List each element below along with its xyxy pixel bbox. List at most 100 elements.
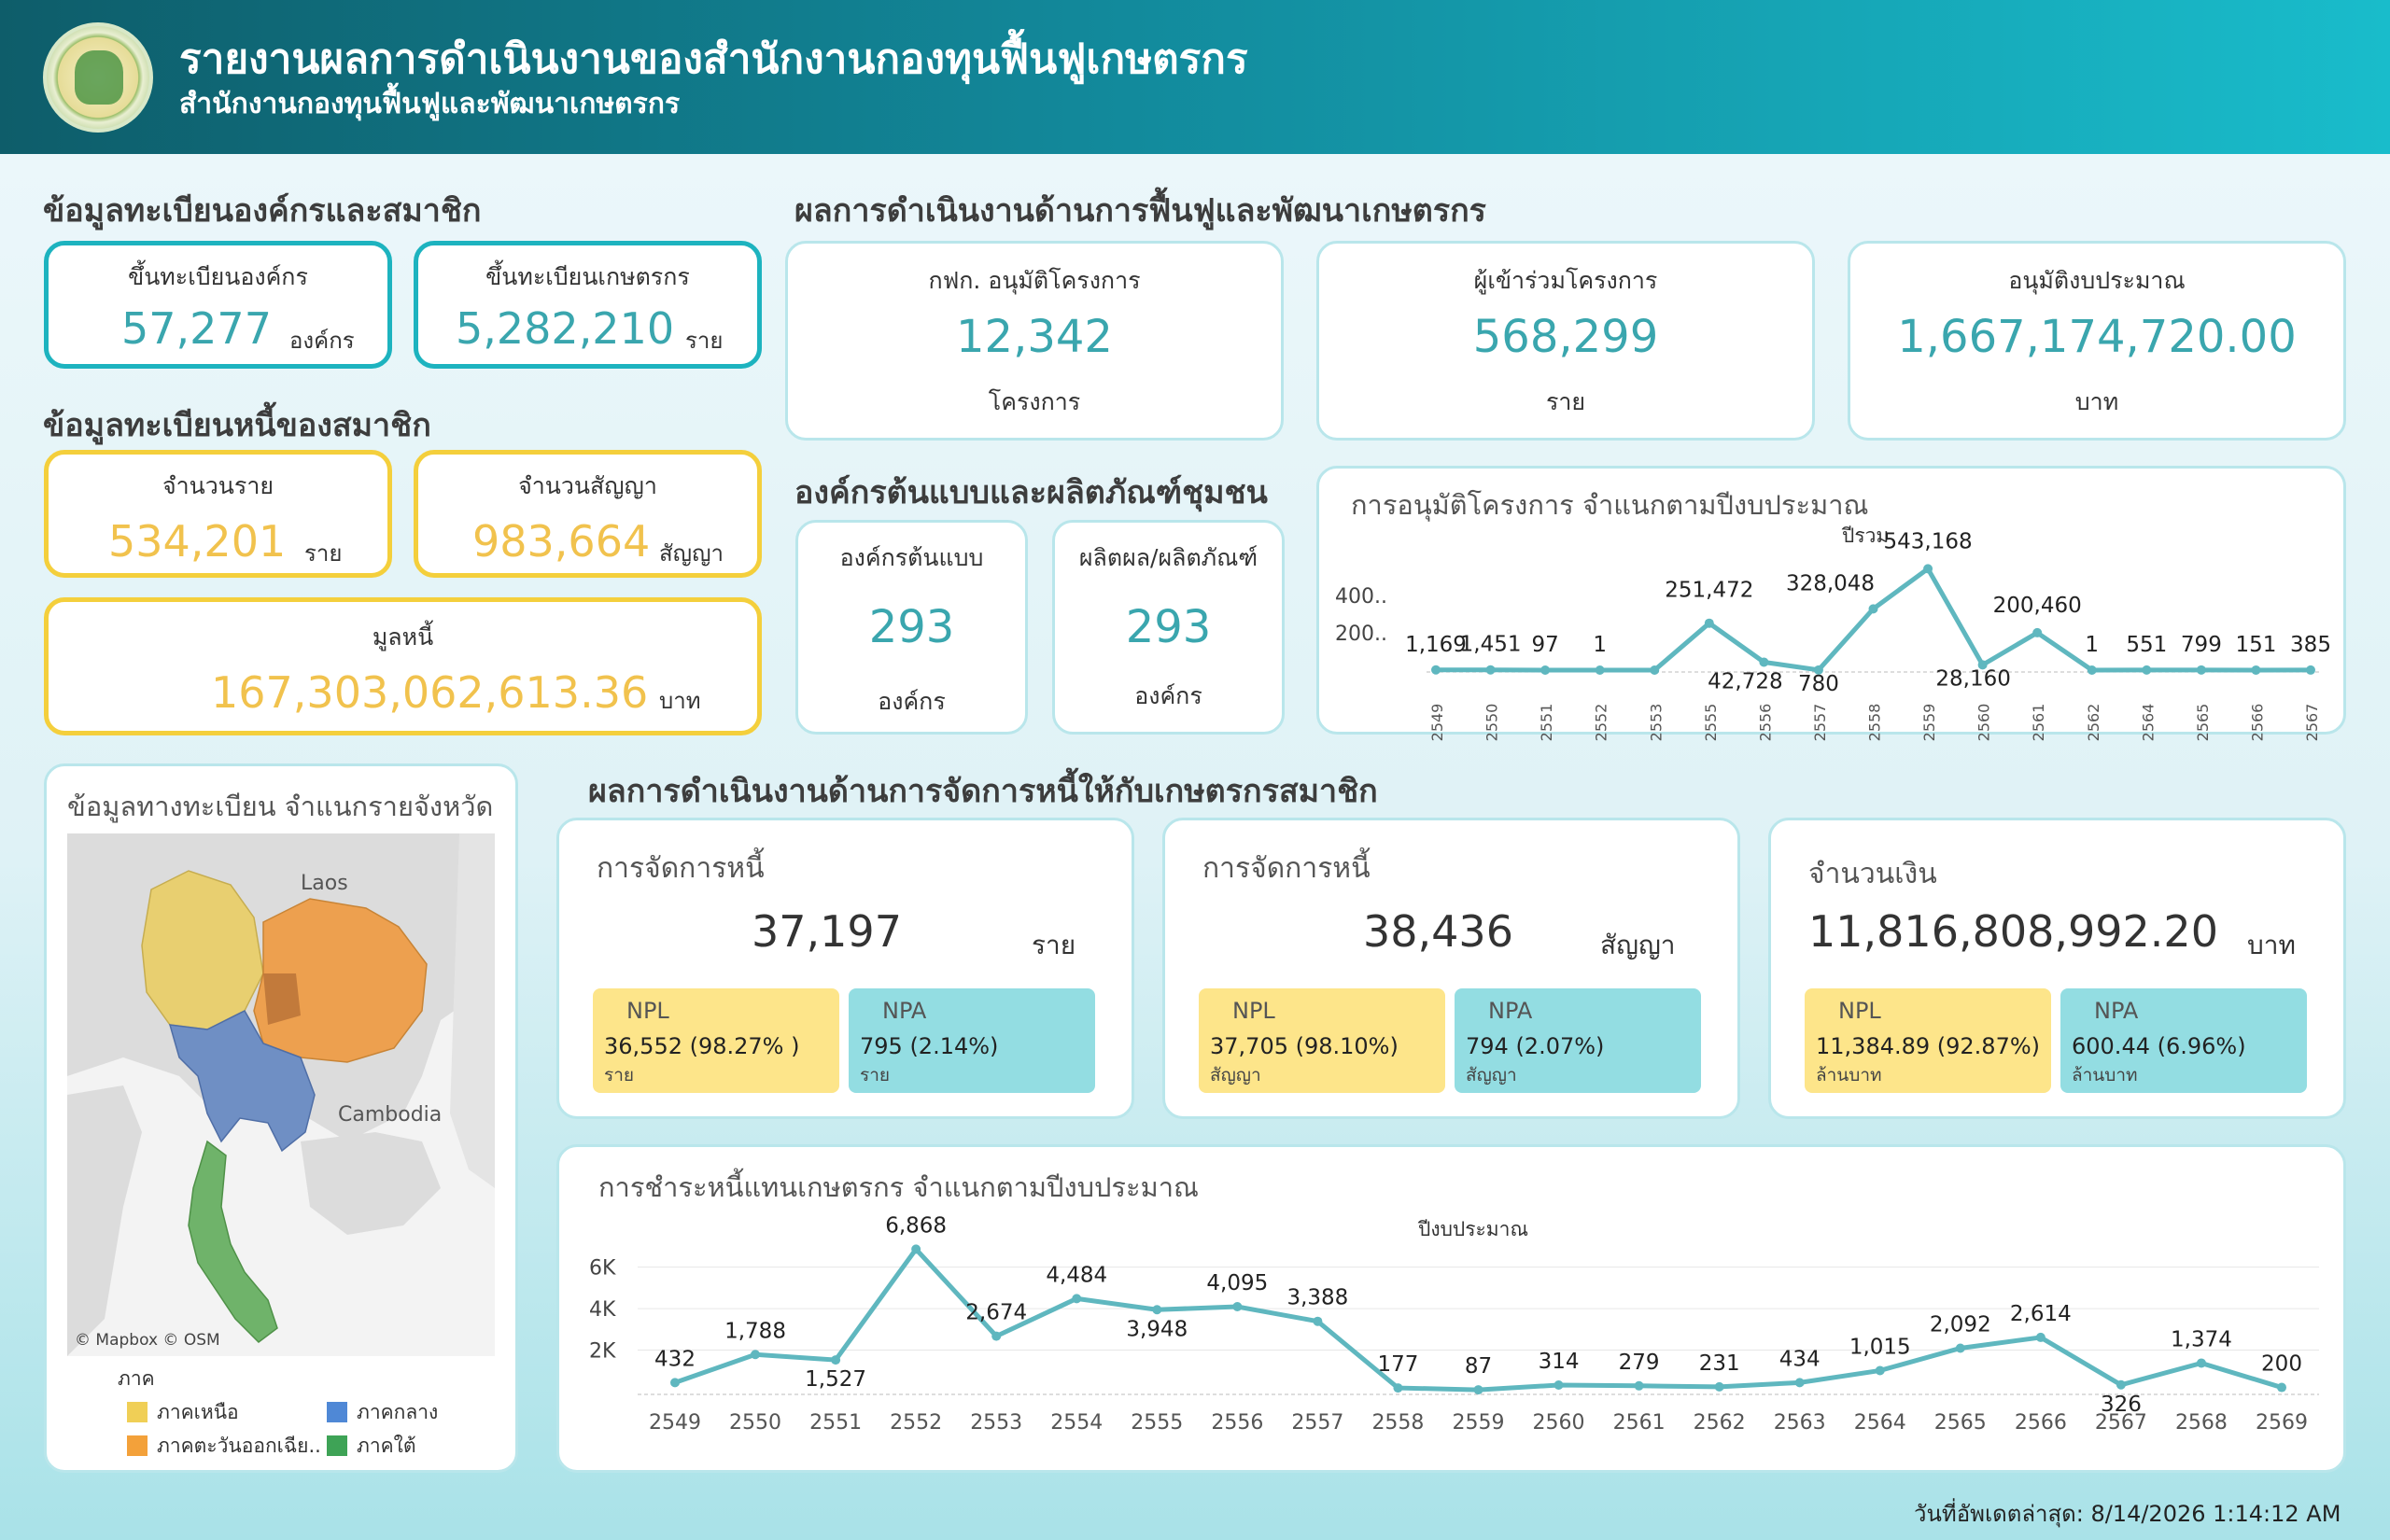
npl-box: NPL 37,705 (98.10%) สัญญา (1199, 988, 1445, 1093)
budget-label: อนุมัติงบประมาณ (2008, 267, 2186, 294)
data-point (1875, 1365, 1885, 1376)
x-tick-label: 2549 (1428, 704, 1446, 742)
payment-chart-subtitle: ปีงบประมาณ (1418, 1218, 1528, 1240)
npa-box: NPA 600.44 (6.96%) ล้านบาท (2060, 988, 2307, 1093)
x-tick-label: 2557 (1811, 704, 1829, 742)
debt-mgmt-card-persons[interactable]: การจัดการหนี้ 37,197 ราย NPL 36,552 (98.2… (556, 818, 1134, 1119)
legend-north[interactable]: ภาคเหนือ (127, 1397, 239, 1428)
budget-unit: บาท (2074, 388, 2119, 415)
budget-card[interactable]: อนุมัติงบประมาณ 1,667,174,720.00 บาท (1848, 241, 2346, 441)
debt-mgmt-card-title: จำนวนเงิน (1808, 858, 1937, 890)
project-approval-chart-card: การอนุมัติโครงการ จำแนกตามปีงบประมาณ ปีร… (1316, 466, 2346, 741)
participants-unit: ราย (1545, 388, 1586, 415)
map-legend-title: ภาค (118, 1367, 155, 1390)
x-tick-label: 2553 (970, 1411, 1022, 1435)
data-label: 97 (1531, 633, 1558, 657)
products-unit: องค์กร (1134, 682, 1202, 709)
debt-mgmt-card-contracts[interactable]: การจัดการหนี้ 38,436 สัญญา NPL 37,705 (98… (1162, 818, 1740, 1119)
debt-payment-chart-card: การชำระหนี้แทนเกษตรกร จำแนกตามปีงบประมาณ… (556, 1144, 2346, 1473)
data-label: 1 (2085, 633, 2099, 657)
map-title: ข้อมูลทางทะเบียน จำแนกรายจังหวัด (67, 791, 494, 822)
y-tick-label: 4K (589, 1298, 616, 1322)
y-tick-label: 200.. (1335, 623, 1387, 646)
data-label: 799 (2181, 633, 2222, 657)
debt-payment-chart: 2K 4K 6K 432 2549 1,788 2550 1,527 2551 6,868 2552… (589, 1213, 2319, 1435)
org-reg-label: ขึ้นทะเบียนองค์กร (128, 263, 308, 290)
data-point (1431, 665, 1441, 675)
debt-mgmt-card-title: การจัดการหนี้ (597, 852, 765, 885)
debt-amount-unit: บาท (659, 688, 701, 714)
data-point (2035, 1332, 2046, 1342)
data-point (2251, 665, 2261, 675)
x-tick-label: 2556 (1756, 704, 1774, 742)
header-bar (0, 0, 2390, 154)
data-label: 1,527 (805, 1367, 866, 1392)
x-tick-label: 2551 (1538, 704, 1555, 742)
data-point (1393, 1383, 1403, 1393)
data-label: 551 (2126, 633, 2167, 657)
data-label: 4,484 (1046, 1263, 1107, 1287)
org-reg-card[interactable]: ขึ้นทะเบียนองค์กร 57,277 องค์กร (44, 241, 392, 369)
x-tick-label: 2553 (1647, 704, 1665, 742)
data-point (2196, 665, 2206, 675)
products-card[interactable]: ผลิตผล/ผลิตภัณฑ์ 293 องค์กร (1052, 520, 1285, 735)
x-tick-label: 2566 (2015, 1411, 2067, 1435)
data-label: 780 (1798, 672, 1839, 696)
products-value: 293 (1125, 601, 1212, 653)
debt-mgmt-card-amount[interactable]: จำนวนเงิน 11,816,808,992.20 บาท NPL 11,38… (1768, 818, 2346, 1119)
data-label: 42,728 (1708, 669, 1782, 693)
data-label: 543,168 (1884, 529, 1973, 553)
contract-count-value: 983,664 (472, 516, 651, 567)
region-south (188, 1140, 278, 1343)
data-point (991, 1331, 1002, 1341)
data-label: 1,015 (1849, 1335, 1911, 1359)
debt-mgmt-value: 38,436 (1363, 906, 1513, 957)
approved-projects-card[interactable]: กฟก. อนุมัติโครงการ 12,342 โครงการ (785, 241, 1284, 441)
data-label: 2,674 (965, 1301, 1027, 1325)
debt-mgmt-unit: บาท (2247, 930, 2296, 960)
debt-mgmt-value: 11,816,808,992.20 (1808, 906, 2218, 957)
approved-projects-label: กฟก. อนุมัติโครงการ (928, 267, 1141, 294)
x-tick-label: 2551 (809, 1411, 862, 1435)
x-tick-label: 2564 (2139, 704, 2157, 742)
data-point (1072, 1294, 1082, 1304)
data-label: 434 (1779, 1347, 1821, 1371)
x-tick-label: 2550 (1483, 704, 1501, 742)
agency-logo (43, 22, 153, 133)
model-orgs-card[interactable]: องค์กรต้นแบบ 293 องค์กร (795, 520, 1028, 735)
participants-card[interactable]: ผู้เข้าร่วมโครงการ 568,299 ราย (1316, 241, 1815, 441)
debt-amount-card[interactable]: มูลหนี้ 167,303,062,613.36 บาท (44, 597, 762, 735)
debt-mgmt-unit: ราย (1032, 930, 1076, 960)
data-label: 432 (654, 1347, 696, 1371)
x-tick-label: 2552 (890, 1411, 942, 1435)
debtor-count-card[interactable]: จำนวนราย 534,201 ราย (44, 450, 392, 578)
project-chart-subtitle: ปีรวม (1842, 525, 1890, 547)
legend-south[interactable]: ภาคใต้ (327, 1431, 416, 1462)
approved-projects-unit: โครงการ (988, 388, 1081, 415)
x-tick-label: 2562 (2085, 704, 2102, 742)
participants-value: 568,299 (1472, 311, 1659, 363)
contract-count-card[interactable]: จำนวนสัญญา 983,664 สัญญา (414, 450, 762, 578)
data-point (2032, 627, 2043, 637)
map-credit: © Mapbox © OSM (75, 1331, 220, 1350)
npa-box: NPA 795 (2.14%) ราย (849, 988, 1095, 1093)
x-tick-label: 2555 (1131, 1411, 1183, 1435)
data-point (1313, 1316, 1323, 1326)
data-label: 1,788 (724, 1319, 786, 1343)
model-orgs-value: 293 (868, 601, 955, 653)
npl-box: NPL 36,552 (98.27% ) ราย (593, 988, 839, 1093)
debtor-count-label: จำนวนราย (162, 472, 274, 499)
x-tick-label: 2555 (1702, 704, 1720, 742)
project-chart-title: การอนุมัติโครงการ จำแนกตามปีงบประมาณ (1351, 489, 1869, 521)
legend-northeast[interactable]: ภาคตะวันออกเฉีย.. (127, 1431, 321, 1462)
npl-box: NPL 11,384.89 (92.87%) ล้านบาท (1805, 988, 2051, 1093)
data-point (1923, 564, 1933, 574)
debt-mgmt-card-title: การจัดการหนี้ (1202, 852, 1371, 885)
org-reg-value: 57,277 (121, 303, 272, 354)
thailand-region-map[interactable]: Laos Cambodia © Mapbox © OSM (67, 833, 495, 1356)
farmer-reg-card[interactable]: ขึ้นทะเบียนเกษตรกร 5,282,210 ราย (414, 241, 762, 369)
x-tick-label: 2552 (1593, 704, 1610, 742)
data-label: 28,160 (1935, 666, 2010, 691)
x-tick-label: 2560 (1975, 704, 1993, 742)
legend-central[interactable]: ภาคกลาง (327, 1397, 438, 1428)
